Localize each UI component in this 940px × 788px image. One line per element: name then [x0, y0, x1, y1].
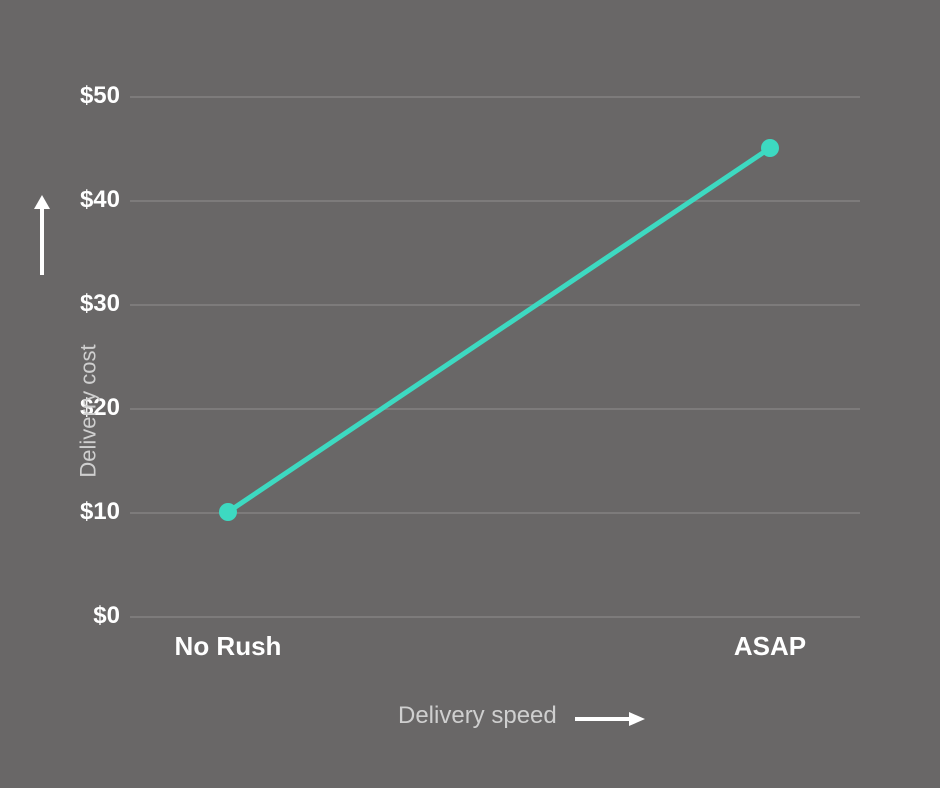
y-tick-label: $30 — [80, 290, 120, 318]
y-tick-label: $0 — [93, 602, 120, 630]
delivery-cost-chart: $50 $40 $30 $20 $10 $0 No Rush ASAP Deli… — [0, 0, 940, 788]
x-axis-label: Delivery speed — [398, 702, 557, 730]
gridline — [130, 616, 860, 618]
x-tick-label: ASAP — [734, 631, 806, 662]
y-tick-label: $40 — [80, 186, 120, 214]
y-axis-ticks: $50 $40 $30 $20 $10 $0 — [0, 96, 120, 616]
arrow-right-icon — [575, 710, 645, 728]
x-tick-label: No Rush — [175, 631, 282, 662]
data-line — [130, 96, 860, 616]
plot-area — [130, 96, 860, 616]
y-tick-label: $50 — [80, 82, 120, 110]
y-tick-label: $10 — [80, 498, 120, 526]
arrow-up-icon — [32, 195, 52, 277]
y-axis-label: Deliverry cost — [76, 344, 102, 477]
